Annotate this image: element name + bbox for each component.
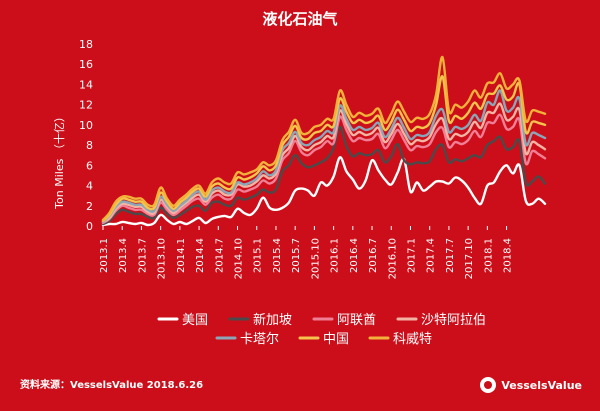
source-note: 资料来源：VesselsValue 2018.6.26 — [20, 380, 204, 391]
y-tick-label: 10 — [79, 119, 93, 132]
legend-label: 沙特阿拉伯 — [421, 313, 486, 328]
y-axis-label: Ton Miles （十亿） — [52, 111, 66, 210]
y-tick-label: 4 — [86, 180, 93, 193]
x-tick-label: 2017.4 — [426, 238, 437, 273]
chart-title: 液化石油气 — [262, 10, 338, 28]
legend-label: 卡塔尔 — [240, 332, 279, 347]
x-tick-label: 2015.4 — [272, 238, 283, 273]
x-tick-label: 2014.4 — [195, 238, 206, 273]
x-tick-label: 2017.7 — [445, 238, 456, 273]
legend-label: 中国 — [323, 332, 349, 347]
x-tick-label: 2014.7 — [214, 238, 225, 273]
x-tick-label: 2015.7 — [291, 238, 302, 273]
legend-label: 阿联酋 — [337, 312, 376, 328]
y-tick-label: 12 — [79, 99, 93, 112]
x-tick-label: 2018.4 — [503, 238, 514, 273]
x-tick-label: 2018.1 — [483, 238, 494, 273]
x-tick-label: 2014.10 — [234, 238, 245, 279]
y-tick-label: 16 — [79, 58, 93, 71]
series-line-2 — [101, 113, 547, 225]
y-tick-label: 6 — [86, 159, 93, 172]
series-lines — [101, 55, 547, 227]
logo-icon — [480, 377, 497, 393]
series-line-0 — [101, 155, 547, 227]
y-axis: 0 2 4 6 8 10 12 14 16 18 — [79, 38, 93, 233]
y-tick-label: 2 — [86, 200, 93, 213]
vesselsvalue-logo: VesselsValue — [480, 377, 582, 393]
x-tick-label: 2016.4 — [349, 238, 360, 273]
x-tick-label: 2014.1 — [176, 238, 187, 273]
series-line-3 — [101, 102, 547, 224]
x-tick-label: 2017.1 — [406, 238, 417, 273]
x-tick-label: 2013.10 — [157, 238, 168, 279]
series-line-5 — [101, 75, 547, 223]
x-tick-label: 2013.4 — [118, 238, 129, 273]
y-tick-label: 18 — [79, 38, 93, 51]
series-line-6 — [101, 55, 547, 222]
x-tick-label: 2016.7 — [368, 238, 379, 273]
x-tick-label: 2016.10 — [387, 238, 398, 279]
x-tick-label: 2017.10 — [464, 238, 475, 279]
logo-text: VesselsValue — [501, 378, 582, 392]
x-tick-label: 2015.10 — [310, 238, 321, 279]
legend-label: 科威特 — [393, 332, 432, 347]
y-tick-label: 0 — [86, 220, 93, 233]
legend-label: 美国 — [182, 313, 208, 328]
x-tick-label: 2016.1 — [330, 238, 341, 273]
y-tick-label: 8 — [86, 139, 93, 152]
series-line-1 — [101, 125, 547, 226]
x-tick-label: 2013.7 — [137, 238, 148, 273]
x-tick-label: 2015.1 — [253, 238, 264, 273]
y-tick-label: 14 — [79, 78, 93, 91]
series-line-4 — [101, 89, 547, 224]
x-tick-label: 2013.1 — [99, 238, 110, 273]
x-axis: 2013.1 2013.4 2013.7 2013.10 2014.1 2014.4 201… — [99, 226, 514, 279]
legend-label: 新加坡 — [253, 312, 292, 328]
